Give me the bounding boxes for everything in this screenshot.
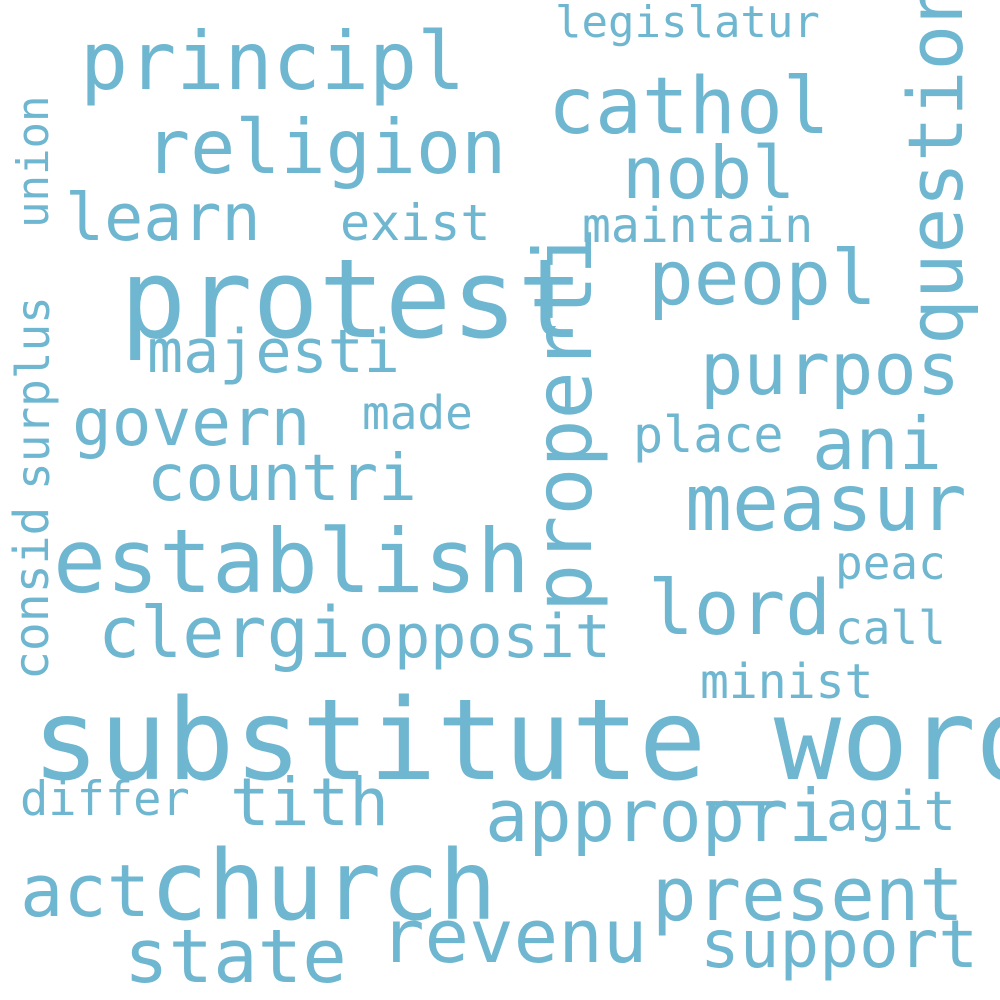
word-ani: ani	[812, 402, 943, 486]
word-majesti: majesti	[147, 317, 400, 387]
word-revenu: revenu	[380, 894, 648, 980]
word-consid: consid	[4, 506, 60, 680]
word-nobl: nobl	[622, 131, 796, 215]
word-religion: religion	[145, 103, 507, 191]
word-minist: minist	[700, 654, 874, 710]
word-question: question	[891, 0, 980, 345]
word-peopl: peopl	[648, 233, 877, 322]
word-legislatur: legislatur	[555, 0, 820, 48]
word-substitute_word: substitute_word	[32, 676, 1000, 806]
word-peac: peac	[835, 536, 946, 590]
word-support: support	[700, 906, 979, 983]
word-call: call	[835, 601, 946, 655]
word-govern: govern	[72, 384, 311, 461]
word-clergi: clergi	[98, 592, 351, 674]
word-church: church	[150, 830, 497, 942]
word-surplus: surplus	[6, 296, 60, 490]
word-countri: countri	[147, 442, 417, 516]
word-made: made	[362, 386, 473, 440]
word-cathol: cathol	[548, 62, 830, 152]
word-lord: lord	[648, 563, 832, 652]
word-principl: principl	[80, 15, 466, 108]
word-agit: agit	[826, 780, 957, 843]
word-purpos: purpos	[700, 327, 961, 411]
word-union: union	[8, 95, 59, 228]
word-maintain: maintain	[582, 198, 814, 254]
word-place: place	[633, 406, 784, 464]
word-differ: differ	[20, 772, 190, 827]
word-act: act	[20, 849, 151, 933]
word-learn: learn	[65, 181, 261, 256]
word-exist: exist	[340, 194, 491, 252]
word-state: state	[124, 914, 347, 1000]
word-tith: tith	[230, 764, 389, 841]
word-appropri: appropri	[485, 774, 832, 858]
word-protest: protest	[120, 235, 584, 363]
word-measur: measur	[685, 459, 967, 549]
word-opposit: opposit	[358, 602, 611, 672]
word-establish: establish	[53, 510, 530, 613]
word-present: present	[652, 852, 964, 938]
word-properti: properti	[517, 226, 610, 612]
